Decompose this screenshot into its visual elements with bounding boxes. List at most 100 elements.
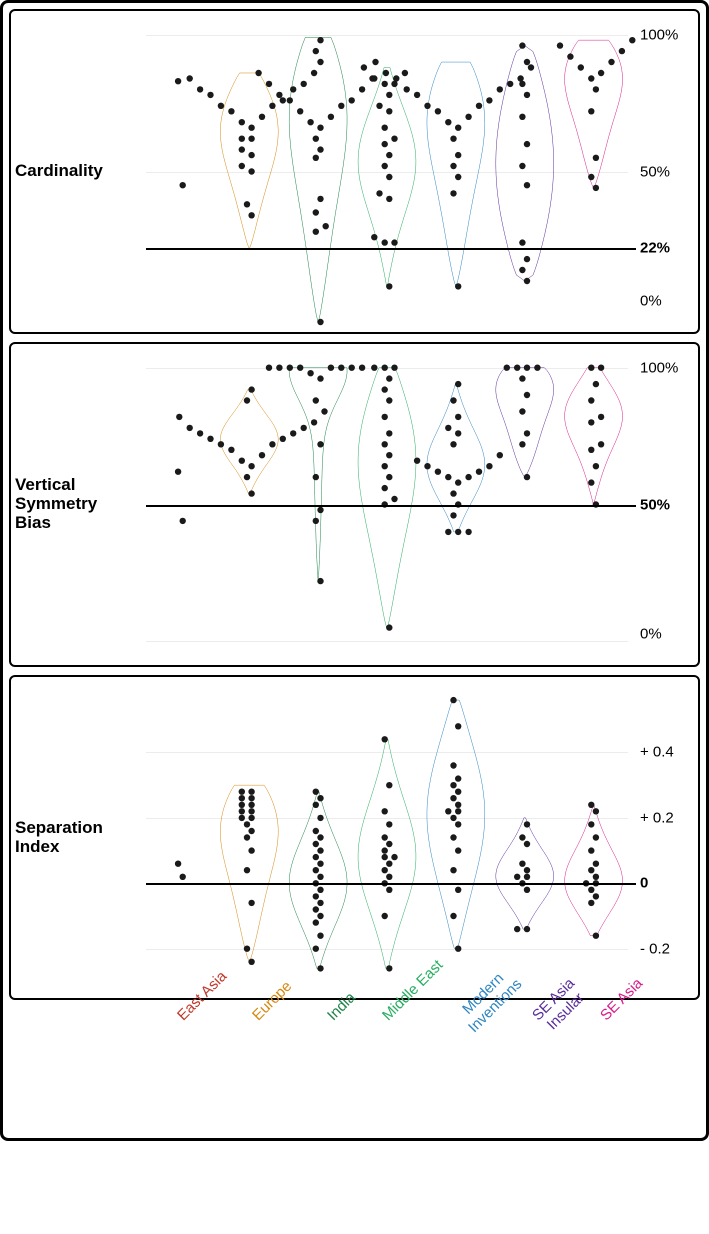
plot-area: 0%50%100%22% <box>146 21 628 322</box>
data-point <box>519 861 525 867</box>
data-point <box>382 808 388 814</box>
data-point <box>244 201 250 207</box>
data-point <box>386 92 392 98</box>
data-point <box>593 185 599 191</box>
data-point <box>386 821 392 827</box>
data-point <box>382 141 388 147</box>
data-point <box>524 474 530 480</box>
data-point <box>450 512 456 518</box>
data-point <box>414 458 420 464</box>
data-point <box>593 463 599 469</box>
data-point <box>248 212 254 218</box>
data-point <box>244 834 250 840</box>
data-point <box>259 114 265 120</box>
data-point <box>301 425 307 431</box>
data-point <box>317 933 323 939</box>
data-point <box>248 828 254 834</box>
data-point <box>175 469 181 475</box>
data-point <box>307 370 313 376</box>
data-point <box>228 108 234 114</box>
data-point <box>383 70 389 76</box>
data-point <box>557 42 563 48</box>
data-point <box>445 808 451 814</box>
data-point <box>317 874 323 880</box>
data-point <box>376 103 382 109</box>
data-point <box>534 365 540 371</box>
data-point <box>588 397 594 403</box>
data-point <box>455 529 461 535</box>
data-point <box>455 430 461 436</box>
data-point <box>218 103 224 109</box>
data-point <box>255 70 261 76</box>
data-point <box>524 182 530 188</box>
data-point <box>317 59 323 65</box>
data-point <box>450 190 456 196</box>
data-point <box>317 196 323 202</box>
data-point <box>382 386 388 392</box>
data-point <box>435 108 441 114</box>
data-point <box>593 893 599 899</box>
data-point <box>313 518 319 524</box>
data-point <box>588 365 594 371</box>
data-point <box>445 474 451 480</box>
y-tick-label: 100% <box>640 359 678 376</box>
data-point <box>588 887 594 893</box>
data-point <box>519 267 525 273</box>
data-point <box>361 64 367 70</box>
data-point <box>588 75 594 81</box>
data-point <box>287 97 293 103</box>
data-point <box>218 441 224 447</box>
data-point <box>450 441 456 447</box>
data-point <box>524 887 530 893</box>
data-point <box>455 723 461 729</box>
data-point <box>248 959 254 965</box>
data-point <box>450 490 456 496</box>
data-point <box>382 163 388 169</box>
data-point <box>386 397 392 403</box>
data-point <box>313 946 319 952</box>
data-point <box>404 86 410 92</box>
reference-line-label: 0 <box>640 875 648 892</box>
data-point <box>313 867 319 873</box>
data-point <box>313 828 319 834</box>
data-point <box>524 59 530 65</box>
data-point <box>382 854 388 860</box>
data-point <box>455 414 461 420</box>
y-tick-label: - 0.2 <box>640 940 670 957</box>
data-point <box>382 834 388 840</box>
data-point <box>402 70 408 76</box>
data-point <box>382 414 388 420</box>
data-point <box>239 789 245 795</box>
data-point <box>450 697 456 703</box>
data-point <box>504 365 510 371</box>
data-point <box>317 441 323 447</box>
data-point <box>386 841 392 847</box>
data-point <box>386 861 392 867</box>
data-point <box>524 141 530 147</box>
data-point <box>588 867 594 873</box>
data-point <box>455 152 461 158</box>
data-point <box>497 86 503 92</box>
data-point <box>317 834 323 840</box>
data-point <box>313 919 319 925</box>
data-point <box>386 874 392 880</box>
data-point <box>175 78 181 84</box>
data-point <box>248 168 254 174</box>
data-point <box>386 474 392 480</box>
data-point <box>248 152 254 158</box>
data-point <box>382 867 388 873</box>
data-point <box>445 529 451 535</box>
data-point <box>414 92 420 98</box>
data-point <box>280 436 286 442</box>
data-point <box>382 81 388 87</box>
data-point <box>239 163 245 169</box>
data-point <box>524 874 530 880</box>
data-point <box>588 802 594 808</box>
data-point <box>393 75 399 81</box>
data-point <box>239 119 245 125</box>
data-point <box>311 70 317 76</box>
data-point <box>359 86 365 92</box>
data-point <box>593 933 599 939</box>
data-point <box>519 42 525 48</box>
data-point <box>588 900 594 906</box>
